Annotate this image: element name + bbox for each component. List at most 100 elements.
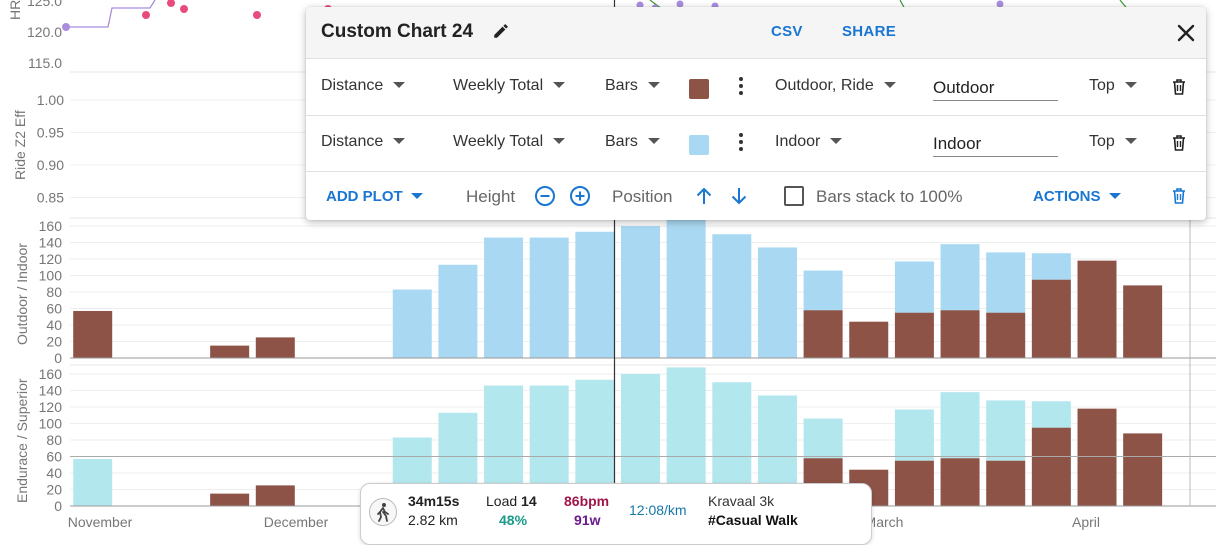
y-tick-label: 60	[46, 301, 62, 317]
bar	[575, 231, 615, 358]
bar	[1031, 253, 1071, 280]
label-input[interactable]: Indoor	[933, 127, 1058, 157]
display-select[interactable]: Bars	[605, 77, 660, 95]
distance: 2.82 km	[408, 512, 458, 528]
bar	[803, 418, 843, 459]
display-select[interactable]: Bars	[605, 133, 660, 151]
bar	[986, 252, 1026, 313]
chevron-down-icon	[647, 137, 660, 144]
plot-row: Distance Weekly Total Bars Outdoor, Ride…	[306, 59, 1206, 116]
delete-icon[interactable]	[1172, 135, 1186, 151]
bar	[1031, 427, 1071, 506]
label-input[interactable]: Outdoor	[933, 71, 1058, 101]
y-axis-label: HR	[7, 0, 23, 20]
hr-point	[253, 11, 261, 19]
color-swatch[interactable]	[689, 135, 709, 155]
y-tick-label: 115.0	[28, 55, 62, 71]
editor-header: Custom Chart 24 CSV SHARE	[306, 7, 1206, 59]
chevron-down-icon	[883, 81, 896, 88]
stack-100-checkbox[interactable]	[784, 186, 804, 206]
bar	[73, 458, 113, 506]
bar	[940, 244, 980, 311]
y-tick-label: 100	[39, 416, 63, 432]
bar	[484, 237, 524, 358]
custom-chart-editor: Custom Chart 24 CSV SHARE Distance Weekl…	[306, 7, 1206, 220]
filter-select[interactable]: Outdoor, Ride	[775, 77, 896, 95]
decrease-height-icon[interactable]	[534, 185, 556, 207]
bar	[1123, 433, 1163, 506]
more-options-icon[interactable]	[738, 77, 744, 97]
hr-point	[996, 0, 1004, 8]
chevron-down-icon	[393, 137, 406, 144]
bar	[210, 493, 250, 506]
bar	[940, 310, 980, 358]
bar	[1077, 408, 1117, 506]
plot-row: Distance Weekly Total Bars Indoor Indoor…	[306, 115, 1206, 172]
y-tick-label: 120.0	[27, 24, 62, 40]
hr-point	[62, 23, 70, 31]
bar	[894, 312, 934, 358]
chevron-down-icon	[1124, 81, 1137, 88]
y-tick-label: 160	[39, 218, 63, 234]
activity-tag: #Casual Walk	[708, 512, 798, 528]
bar	[894, 460, 934, 506]
actions-button[interactable]: ACTIONS	[1033, 188, 1121, 205]
y-tick-label: 80	[46, 284, 62, 300]
increase-height-icon[interactable]	[569, 185, 591, 207]
y-axis-label: Endurace / Superior	[14, 378, 30, 503]
x-tick-label: November	[68, 514, 133, 530]
y-tick-label: 140	[39, 383, 63, 399]
chevron-down-icon	[393, 81, 406, 88]
walking-icon	[369, 498, 397, 526]
aggregation-select[interactable]: Weekly Total	[453, 77, 566, 95]
position-select[interactable]: Top	[1089, 77, 1137, 95]
more-options-icon[interactable]	[738, 133, 744, 153]
field-select[interactable]: Distance	[321, 77, 406, 95]
chevron-down-icon	[647, 81, 660, 88]
bar	[757, 247, 797, 358]
filter-select[interactable]: Indoor	[775, 133, 843, 151]
bar	[392, 289, 432, 358]
route-name: Kravaal 3k	[708, 493, 775, 509]
delete-all-icon[interactable]	[1172, 188, 1186, 204]
y-tick-label: 40	[46, 465, 62, 481]
fitness-chart[interactable]: 115.0 120.0 125.0 HR 0.85 0.90 0.95 1.00 Ride Z2…	[0, 0, 1216, 533]
load: Load 14	[486, 493, 537, 509]
bar	[1123, 285, 1163, 358]
chevron-down-icon	[1108, 193, 1121, 200]
bar	[1031, 279, 1071, 358]
intensity: 48%	[499, 512, 528, 528]
arrow-down-icon[interactable]	[728, 185, 750, 207]
y-tick-label: 0	[54, 498, 62, 514]
bar	[849, 321, 889, 358]
chevron-down-icon	[410, 193, 423, 200]
y-tick-label: 40	[46, 317, 62, 333]
bar	[621, 226, 660, 358]
arrow-up-icon[interactable]	[693, 185, 715, 207]
bar	[666, 367, 706, 506]
x-tick-label: April	[1072, 514, 1100, 530]
csv-button[interactable]: CSV	[771, 23, 803, 40]
y-tick-label: 60	[46, 449, 62, 465]
hr-point	[676, 0, 684, 8]
close-icon[interactable]	[1174, 21, 1198, 45]
edit-pencil-icon[interactable]	[492, 22, 510, 40]
power: 91w	[574, 512, 601, 528]
activity-tooltip[interactable]: 34m15s 2.82 km Load 14 48% 86bpm 91w 12:…	[360, 483, 872, 545]
share-button[interactable]: SHARE	[842, 23, 897, 40]
bar	[986, 400, 1026, 461]
hr-point	[167, 0, 175, 7]
x-tick-label: December	[264, 514, 329, 530]
add-plot-button[interactable]: ADD PLOT	[326, 188, 423, 205]
color-swatch[interactable]	[689, 79, 709, 99]
delete-icon[interactable]	[1172, 79, 1186, 95]
y-axis-label: Outdoor / Indoor	[14, 243, 30, 345]
y-tick-label: 125.0	[27, 0, 62, 9]
bar	[712, 234, 752, 358]
stack-100-label: Bars stack to 100%	[816, 187, 963, 206]
y-tick-label: 0.85	[37, 190, 64, 206]
field-select[interactable]: Distance	[321, 133, 406, 151]
position-select[interactable]: Top	[1089, 133, 1137, 151]
aggregation-select[interactable]: Weekly Total	[453, 133, 566, 151]
height-label: Height	[466, 187, 516, 206]
